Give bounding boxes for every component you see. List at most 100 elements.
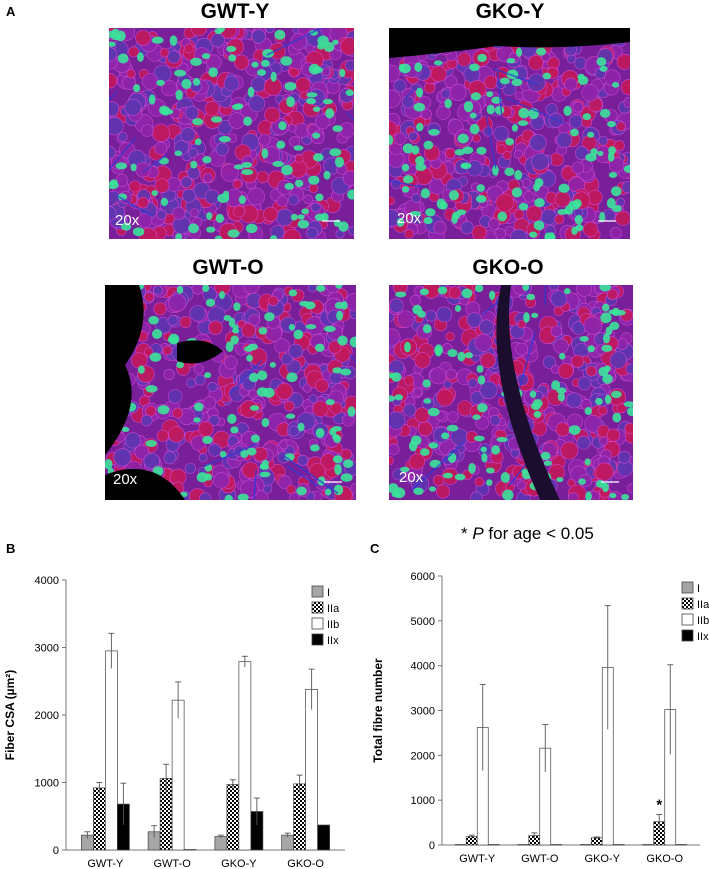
green-fibre <box>585 491 592 500</box>
green-fibre <box>202 285 210 292</box>
muscle-fibre <box>243 285 260 294</box>
muscle-fibre <box>493 125 510 142</box>
green-fibre <box>609 492 617 499</box>
legend-label-i: I <box>327 587 330 599</box>
muscle-fibre <box>488 218 500 230</box>
muscle-fibre <box>420 108 432 120</box>
muscle-fibre <box>248 95 266 113</box>
green-fibre <box>415 155 425 166</box>
green-fibre <box>249 405 260 411</box>
green-fibre <box>234 103 244 109</box>
green-fibre <box>599 285 612 292</box>
muscle-fibre <box>440 88 451 99</box>
muscle-fibre <box>160 79 178 97</box>
green-fibre <box>437 286 448 295</box>
muscle-fibre <box>429 367 447 385</box>
muscle-fibre <box>208 443 222 457</box>
green-fibre <box>226 45 237 53</box>
muscle-fibre <box>223 355 238 370</box>
muscle-fibre <box>457 52 472 67</box>
green-fibre <box>314 213 325 222</box>
green-fibre <box>469 123 480 135</box>
micrograph-gko-o-image <box>389 285 633 500</box>
green-fibre <box>491 96 502 104</box>
green-fibre <box>290 213 298 221</box>
muscle-fibre <box>432 474 445 487</box>
green-fibre <box>175 89 183 101</box>
green-fibre <box>215 213 225 223</box>
green-fibre <box>261 59 270 67</box>
muscle-fibre <box>340 37 354 56</box>
muscle-fibre <box>598 135 609 146</box>
green-fibre <box>473 435 485 442</box>
green-fibre <box>258 327 268 335</box>
muscle-fibre <box>460 221 474 235</box>
green-fibre <box>389 134 394 146</box>
green-fibre <box>312 153 324 162</box>
green-fibre <box>337 335 348 346</box>
green-fibre <box>181 78 192 89</box>
green-fibre <box>314 343 325 352</box>
green-fibre <box>281 164 293 176</box>
green-fibre <box>315 427 325 438</box>
panel-label-b: B <box>6 541 16 556</box>
green-fibre <box>223 315 232 321</box>
x-tick-label: GWT-O <box>153 858 191 869</box>
muscle-fibre <box>556 132 573 149</box>
muscle-fibre <box>142 73 159 90</box>
green-fibre <box>301 208 310 215</box>
connective-tissue <box>389 180 422 188</box>
muscle-fibre <box>172 206 186 220</box>
muscle-fibre <box>233 205 246 218</box>
muscle-fibre <box>528 54 544 71</box>
green-fibre <box>413 102 426 112</box>
green-fibre <box>476 146 487 155</box>
bar-i-gwt-y <box>454 844 467 846</box>
muscle-fibre <box>288 425 300 437</box>
muscle-fibre <box>608 157 625 173</box>
green-fibre <box>419 288 429 296</box>
green-fibre <box>400 466 410 473</box>
muscle-fibre <box>124 98 142 116</box>
green-fibre <box>551 380 561 391</box>
green-fibre <box>476 184 485 192</box>
green-fibre <box>526 293 536 301</box>
green-fibre <box>272 160 284 167</box>
green-fibre <box>533 220 545 231</box>
muscle-fibre <box>208 414 220 426</box>
green-fibre <box>518 203 529 211</box>
muscle-fibre <box>156 429 169 442</box>
muscle-fibre <box>265 28 275 34</box>
green-fibre <box>232 324 239 330</box>
green-fibre <box>259 464 270 470</box>
muscle-fibre <box>295 77 311 93</box>
green-fibre <box>196 472 209 483</box>
green-fibre <box>604 394 612 404</box>
muscle-fibre <box>109 101 120 117</box>
bar-i-gko-y <box>214 836 228 851</box>
muscle-fibre <box>213 472 230 489</box>
panel-label-c: C <box>370 541 380 556</box>
muscle-fibre <box>306 226 319 239</box>
green-fibre <box>214 28 223 35</box>
green-fibre <box>192 77 201 86</box>
green-fibre <box>243 116 253 126</box>
green-fibre <box>297 422 305 432</box>
green-fibre <box>570 128 579 137</box>
muscle-fibre <box>109 47 118 62</box>
muscle-fibre <box>232 179 243 189</box>
connective-tissue <box>518 331 536 391</box>
muscle-fibre <box>144 347 154 357</box>
green-fibre <box>202 436 213 445</box>
y-tick-label: 6000 <box>411 571 435 583</box>
green-fibre <box>312 132 321 139</box>
muscle-fibre <box>288 343 304 359</box>
green-fibre <box>601 344 613 352</box>
bar-iib-gko-o <box>305 689 318 851</box>
muscle-fibre <box>584 415 603 433</box>
green-fibre <box>205 298 216 307</box>
muscle-fibre <box>625 363 633 375</box>
y-axis-label: Total fibre number <box>371 658 385 763</box>
muscle-fibre <box>294 154 304 164</box>
green-fibre <box>210 116 223 123</box>
